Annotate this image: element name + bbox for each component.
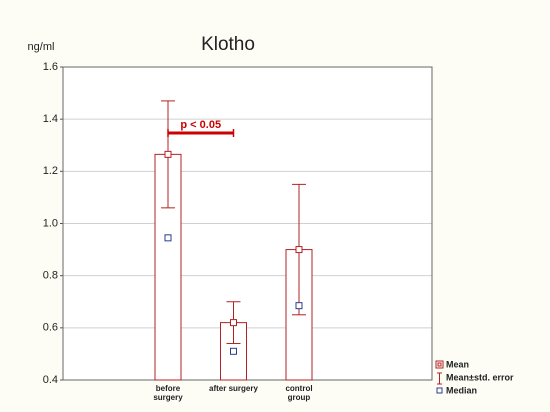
legend-label: Mean bbox=[446, 359, 469, 369]
y-tick-label: 1.0 bbox=[43, 217, 58, 229]
y-tick-label: 0.4 bbox=[43, 374, 58, 386]
legend-label: Mean±std. error bbox=[446, 372, 514, 382]
median-marker bbox=[295, 302, 303, 310]
mean-marker bbox=[164, 150, 172, 158]
y-tick-label: 0.6 bbox=[43, 322, 58, 334]
chart-title: Klotho bbox=[201, 34, 255, 55]
y-tick-label: 1.2 bbox=[43, 165, 58, 177]
y-tick-label: 1.4 bbox=[43, 113, 58, 125]
median-marker bbox=[230, 347, 237, 355]
y-tick-label: 1.6 bbox=[43, 61, 58, 73]
y-tick-label: 0.8 bbox=[43, 270, 58, 282]
legend-median-icon bbox=[436, 387, 443, 394]
plot-frame bbox=[62, 66, 433, 381]
x-tick-label: control group bbox=[285, 384, 313, 402]
legend-mean-icon-inner bbox=[437, 362, 442, 367]
mean-marker bbox=[295, 246, 303, 254]
median-marker bbox=[164, 234, 172, 242]
y-axis-label: ng/ml bbox=[28, 41, 55, 53]
legend-label: Median bbox=[446, 385, 477, 395]
mean-marker bbox=[230, 319, 237, 327]
annotation: p < 0.05 bbox=[180, 119, 221, 131]
x-tick-label: before surgery bbox=[153, 384, 183, 402]
x-tick-label: after surgery bbox=[209, 384, 258, 393]
legend-mean-icon bbox=[435, 360, 444, 369]
